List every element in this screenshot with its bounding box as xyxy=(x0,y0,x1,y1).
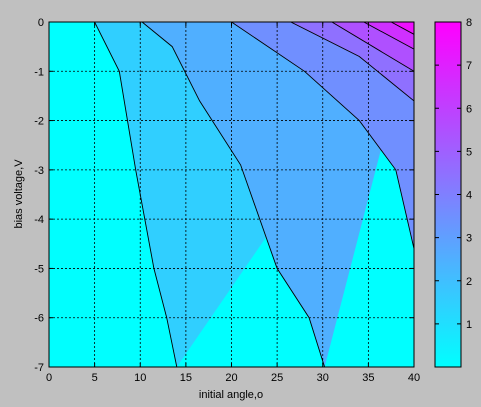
x-axis-label: initial angle,o xyxy=(199,389,263,401)
y-tick-label: -3 xyxy=(34,165,44,177)
colorbar-tick-label: 2 xyxy=(466,276,472,288)
x-tick-label: 15 xyxy=(180,372,192,384)
x-tick-label: 40 xyxy=(408,372,420,384)
x-tick-label: 20 xyxy=(225,372,237,384)
x-tick-label: 5 xyxy=(92,372,98,384)
x-tick-label: 0 xyxy=(46,372,52,384)
plot-area: 0 5 10 15 20 25 30 35 40 0 -1 -2 -3 -4 -5 -6 -7 xyxy=(34,17,420,384)
y-tick-label: -6 xyxy=(34,313,44,325)
y-tick-label: -1 xyxy=(34,66,44,78)
y-tick-label: -4 xyxy=(34,214,44,226)
colorbar: 1 2 3 4 5 6 7 8 xyxy=(435,17,472,367)
x-tick-label: 10 xyxy=(134,372,146,384)
colorbar-tick-label: 6 xyxy=(466,103,472,115)
y-tick-label: -2 xyxy=(34,116,44,128)
colorbar-tick-label: 7 xyxy=(466,60,472,72)
x-tick-label: 25 xyxy=(271,372,283,384)
colorbar-tick-label: 5 xyxy=(466,146,472,158)
x-tick-label: 30 xyxy=(317,372,329,384)
colorbar-tick-label: 3 xyxy=(466,233,472,245)
colorbar-tick-label: 8 xyxy=(466,17,472,29)
y-tick-label: -5 xyxy=(34,263,44,275)
y-tick-label: 0 xyxy=(38,17,44,29)
x-tick-label: 35 xyxy=(362,372,374,384)
colorbar-tick-label: 1 xyxy=(466,319,472,331)
colorbar-tick-label: 4 xyxy=(466,190,472,202)
y-axis-label: bias voltage,V xyxy=(13,159,25,229)
y-tick-label: -7 xyxy=(34,362,44,374)
